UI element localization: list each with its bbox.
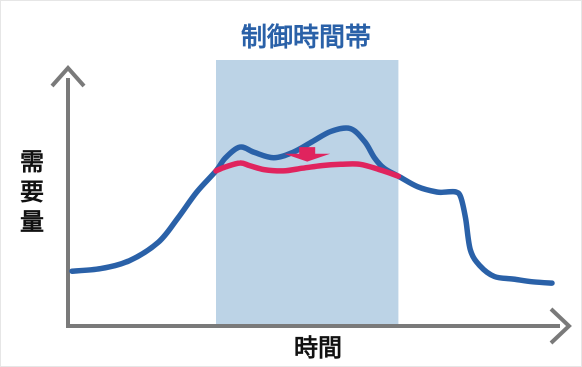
y-axis-arrowhead [50,64,86,88]
x-axis-label: 時間 [294,334,342,362]
control-period-band [216,60,399,324]
series-line-uncontrolled [69,125,555,286]
x-axis-arrowhead [549,307,572,345]
chart-title: 制御時間帯 [241,22,371,53]
reduction-arrow [284,147,331,162]
series-line-controlled [213,160,402,179]
y-axis-label: 需要量 [20,148,44,236]
